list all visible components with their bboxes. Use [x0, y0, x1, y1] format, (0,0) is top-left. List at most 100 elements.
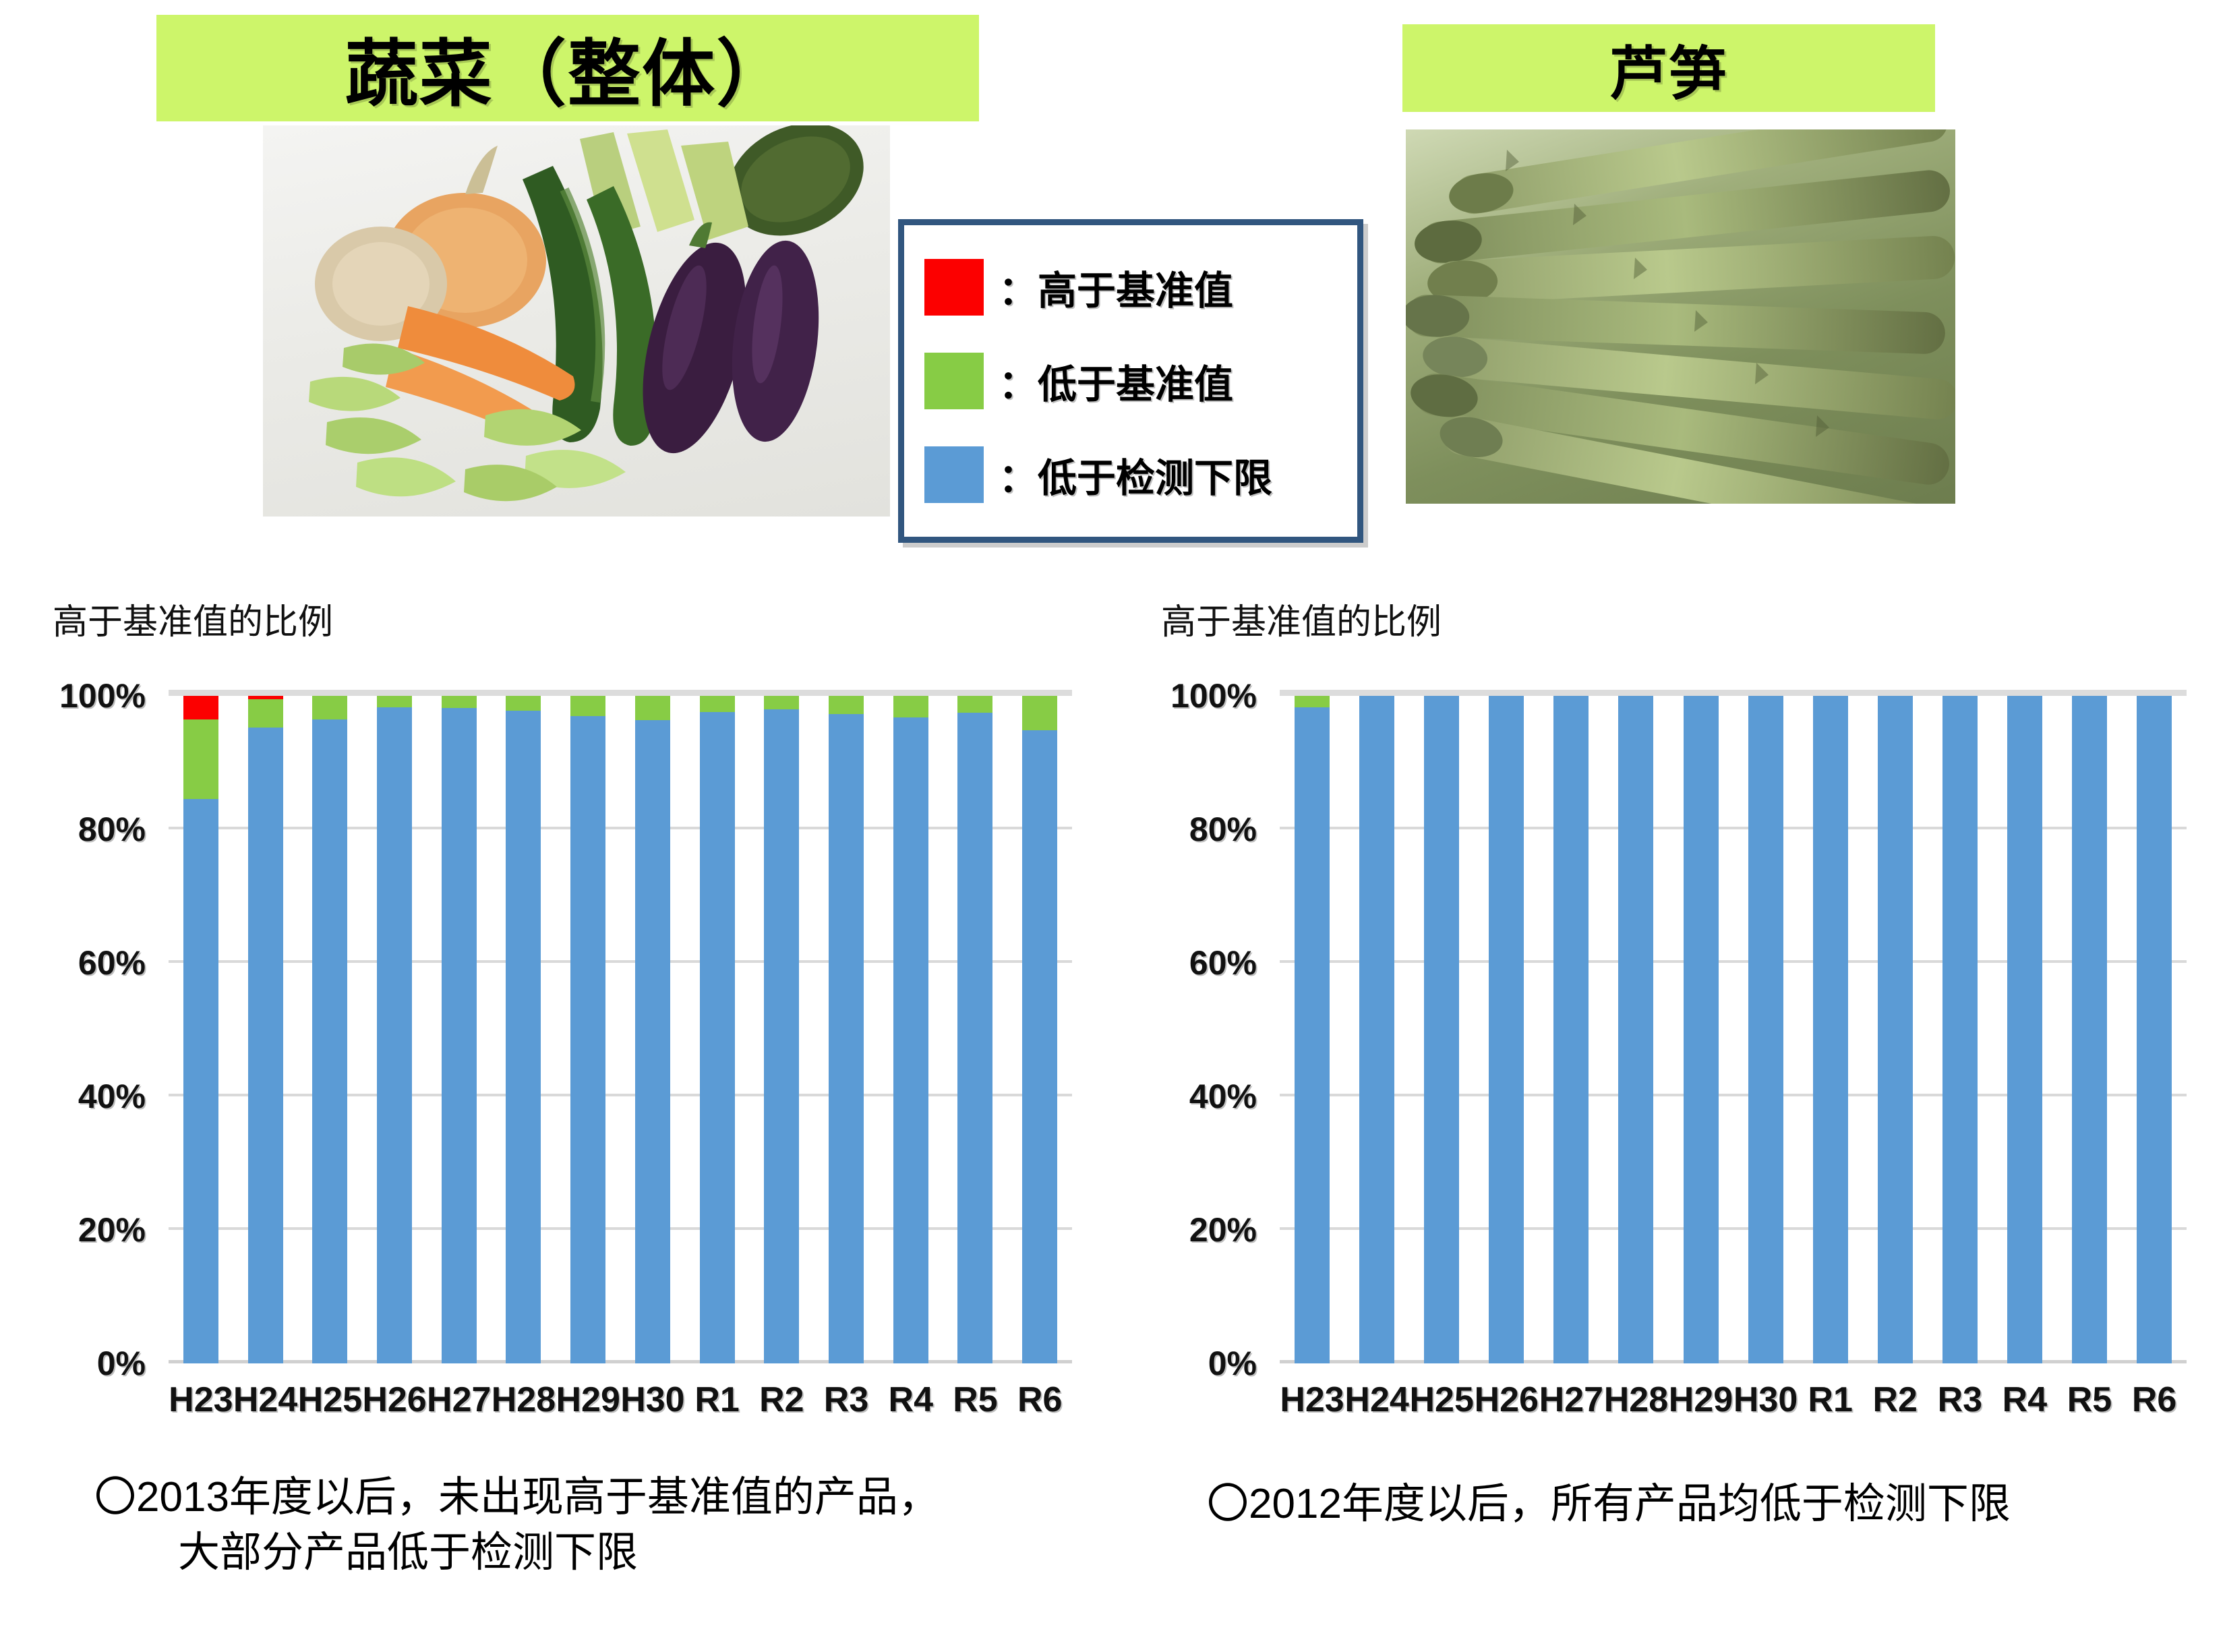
bar-segment-below-standard-vegetables [634, 696, 670, 720]
x-tick-label-asparagus: R4 [2002, 1380, 2048, 1419]
y-tick-label-asparagus: 100% [1170, 677, 1257, 715]
y-tick-label-vegetables: 20% [78, 1211, 146, 1249]
bar-segment-below-standard-vegetables [764, 696, 800, 709]
bar-group-asparagus [1280, 696, 2187, 1363]
stacked-bar-asparagus[interactable] [1748, 696, 1783, 1363]
stacked-bar-vegetables[interactable] [893, 696, 928, 1363]
bar-slot-asparagus [1539, 696, 1603, 1363]
bar-segment-below-detection-limit-asparagus [1812, 696, 1848, 1363]
bar-segment-below-detection-limit-vegetables [506, 710, 541, 1363]
legend-swatch-above-standard [924, 258, 984, 316]
gridline-60-vegetables [169, 960, 1072, 963]
stacked-bar-vegetables[interactable] [183, 696, 218, 1363]
bar-segment-below-standard-vegetables [1022, 696, 1058, 731]
stacked-bar-vegetables[interactable] [506, 696, 541, 1363]
y-tick-label-vegetables: 100% [59, 677, 146, 715]
gridline-20-vegetables [169, 1227, 1072, 1230]
bar-segment-below-standard-vegetables [829, 696, 864, 714]
bar-slot-vegetables [620, 696, 685, 1363]
bar-segment-above-standard-vegetables [247, 696, 283, 699]
stacked-bar-vegetables[interactable] [377, 696, 413, 1363]
stacked-bar-asparagus[interactable] [1618, 696, 1654, 1363]
bar-segment-below-standard-vegetables [957, 696, 993, 713]
x-tick-label-vegetables: R3 [823, 1380, 869, 1419]
x-tick-label-vegetables: H28 [491, 1380, 556, 1419]
bar-slot-vegetables [169, 696, 233, 1363]
gridline-80-asparagus [1280, 827, 2187, 829]
bar-segment-below-standard-vegetables [377, 696, 413, 707]
y-tick-label-asparagus: 0% [1208, 1345, 1257, 1382]
bar-segment-below-detection-limit-asparagus [2071, 696, 2107, 1363]
stacked-bar-asparagus[interactable] [2137, 696, 2172, 1363]
stacked-bar-asparagus[interactable] [1424, 696, 1460, 1363]
bar-slot-vegetables [685, 696, 750, 1363]
stacked-bar-asparagus[interactable] [2007, 696, 2042, 1363]
x-tick-label-vegetables: R1 [694, 1380, 740, 1419]
legend-box: ：高于基准值 ：低于基准值 ：低于检测下限 [898, 219, 1363, 543]
bar-segment-below-standard-vegetables [893, 696, 928, 717]
bar-slot-asparagus [2122, 696, 2187, 1363]
stacked-bar-asparagus[interactable] [1942, 696, 1978, 1363]
bar-segment-below-detection-limit-vegetables [957, 712, 993, 1363]
bar-segment-below-detection-limit-vegetables [764, 709, 800, 1363]
stacked-bar-asparagus[interactable] [1295, 696, 1330, 1363]
stacked-bar-vegetables[interactable] [441, 696, 477, 1363]
y-axis-labels-vegetables: 100% 80% 60% 40% 20% 0% [55, 677, 156, 1382]
bar-slot-vegetables [492, 696, 556, 1363]
stacked-bar-asparagus[interactable] [1489, 696, 1524, 1363]
vegetables-stacked-bar-chart [169, 690, 1072, 1363]
bar-segment-below-detection-limit-asparagus [1877, 696, 1913, 1363]
stacked-bar-asparagus[interactable] [2071, 696, 2107, 1363]
legend-swatch-below-detection-limit [924, 446, 984, 504]
y-tick-label-vegetables: 40% [78, 1078, 146, 1115]
stacked-bar-asparagus[interactable] [1877, 696, 1913, 1363]
stacked-bar-vegetables[interactable] [312, 696, 348, 1363]
gridline-0-asparagus [1280, 1360, 2187, 1363]
bar-segment-below-detection-limit-vegetables [1022, 730, 1058, 1363]
bar-segment-below-detection-limit-vegetables [699, 711, 735, 1363]
stacked-bar-vegetables[interactable] [764, 696, 800, 1363]
bar-segment-below-detection-limit-asparagus [1489, 696, 1524, 1363]
legend-item-below-detection-limit: ：低于检测下限 [924, 438, 1337, 512]
x-tick-label-vegetables: H29 [556, 1380, 620, 1419]
y-tick-label-asparagus: 60% [1189, 944, 1257, 982]
stacked-bar-vegetables[interactable] [699, 696, 735, 1363]
gridline-40-asparagus [1280, 1094, 2187, 1096]
y-tick-label-vegetables: 80% [78, 810, 146, 848]
bar-slot-vegetables [1007, 696, 1072, 1363]
x-tick-label-asparagus: H29 [1668, 1380, 1733, 1419]
y-tick-label-vegetables: 60% [78, 944, 146, 982]
stacked-bar-vegetables[interactable] [247, 696, 283, 1363]
bar-slot-vegetables [556, 696, 620, 1363]
bar-segment-below-detection-limit-vegetables [377, 707, 413, 1363]
stacked-bar-asparagus[interactable] [1553, 696, 1589, 1363]
x-tick-label-asparagus: H23 [1280, 1380, 1344, 1419]
bar-segment-above-standard-vegetables [183, 696, 218, 719]
legend-item-below-standard: ：低于基准值 [924, 344, 1337, 418]
stacked-bar-asparagus[interactable] [1359, 696, 1395, 1363]
bar-slot-vegetables [362, 696, 427, 1363]
bar-segment-below-detection-limit-asparagus [2137, 696, 2172, 1363]
x-tick-label-asparagus: H30 [1733, 1380, 1798, 1419]
stacked-bar-vegetables[interactable] [634, 696, 670, 1363]
stacked-bar-vegetables[interactable] [829, 696, 864, 1363]
x-tick-label-asparagus: R6 [2131, 1380, 2177, 1419]
stacked-bar-vegetables[interactable] [1022, 696, 1058, 1363]
panel-title-asparagus: 芦笋 [1402, 24, 1935, 112]
y-tick-label-asparagus: 80% [1189, 810, 1257, 848]
vegetables-panel: 蔬菜（整体） [0, 0, 1112, 1652]
stacked-bar-asparagus[interactable] [1812, 696, 1848, 1363]
stacked-bar-vegetables[interactable] [957, 696, 993, 1363]
bar-segment-below-detection-limit-asparagus [1295, 707, 1330, 1363]
stacked-bar-asparagus[interactable] [1683, 696, 1719, 1363]
x-tick-label-asparagus: R1 [1808, 1380, 1853, 1419]
bar-segment-below-detection-limit-vegetables [183, 799, 218, 1363]
x-axis-labels-asparagus: H23 H24 H25 H26 H27 H28 H29 H30 R1 R2 R3 R4 R5 R6 [1280, 1380, 2187, 1434]
bar-slot-vegetables [297, 696, 362, 1363]
panel-title-vegetables: 蔬菜（整体） [156, 15, 979, 121]
x-tick-label-vegetables: R4 [888, 1380, 933, 1419]
stacked-bar-vegetables[interactable] [570, 696, 606, 1363]
bar-segment-below-standard-vegetables [247, 699, 283, 728]
x-tick-label-asparagus: H25 [1409, 1380, 1474, 1419]
x-tick-label-vegetables: H30 [620, 1380, 685, 1419]
